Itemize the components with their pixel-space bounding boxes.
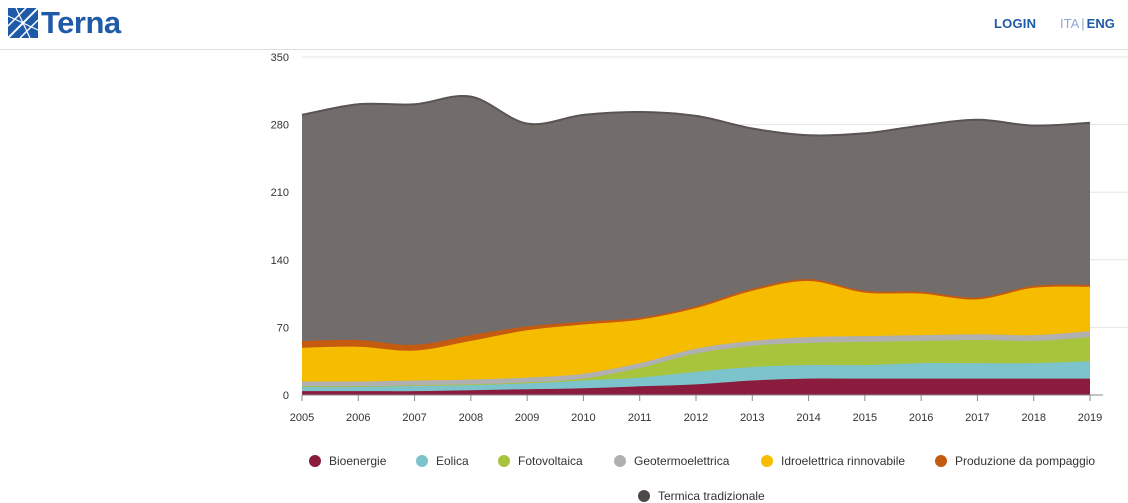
terna-logo-icon (8, 8, 38, 38)
legend-item-geotermoelettrica[interactable]: Geotermoelettrica (614, 454, 729, 468)
y-tick-label: 210 (271, 187, 289, 199)
legend-item-eolica[interactable]: Eolica (416, 454, 469, 468)
x-tick-label: 2010 (571, 412, 595, 424)
area-eolica[interactable] (302, 361, 1090, 392)
x-tick-label: 2012 (684, 412, 708, 424)
x-tick-label: 2006 (346, 412, 370, 424)
axes: 0 70 140 210 280 350 2005 2006 2007 2008 2009 2010 2… (271, 52, 1103, 424)
area-series (301, 94, 1091, 395)
y-tick-label: 280 (271, 120, 289, 132)
x-tick-label: 2019 (1078, 412, 1102, 424)
legend-marker (935, 455, 947, 467)
x-tick-label: 2008 (459, 412, 483, 424)
x-tick-label: 2018 (1021, 412, 1045, 424)
lang-ita-link[interactable]: ITA (1060, 16, 1080, 31)
area-idroelettrica-rinnovabile[interactable] (302, 280, 1090, 382)
legend-marker (309, 455, 321, 467)
legend-marker (761, 455, 773, 467)
y-tick-label: 70 (277, 322, 289, 334)
legend-marker (638, 490, 650, 502)
area-fotovoltaica[interactable] (302, 337, 1090, 387)
y-tick-label: 140 (271, 255, 289, 267)
legend-item-produzione-da-pompaggio[interactable]: Produzione da pompaggio (935, 454, 1095, 468)
legend-item-bioenergie[interactable]: Bioenergie (309, 454, 386, 468)
x-tick-label: 2013 (740, 412, 764, 424)
legend-label: Bioenergie (329, 454, 387, 468)
x-tick-label: 2017 (965, 412, 989, 424)
x-tick-label: 2014 (796, 412, 820, 424)
legend-item-fotovoltaica[interactable]: Fotovoltaica (498, 454, 583, 468)
area-termica-tradizionale[interactable] (302, 95, 1090, 345)
legend-label: Fotovoltaica (518, 454, 583, 468)
x-tick-label: 2005 (290, 412, 314, 424)
lang-separator: | (1081, 16, 1085, 31)
y-tick-label: 350 (271, 52, 289, 64)
legend-label: Geotermoelettrica (634, 454, 730, 468)
legend-marker (614, 455, 626, 467)
x-tick-label: 2009 (515, 412, 539, 424)
legend-label: Produzione da pompaggio (955, 454, 1096, 468)
legend-item-termica-tradizionale[interactable]: Termica tradizionale (638, 489, 765, 503)
x-tick-label: 2015 (853, 412, 877, 424)
lang-eng-link[interactable]: ENG (1086, 16, 1115, 31)
legend-marker (498, 455, 510, 467)
total-line (301, 94, 1091, 137)
legend-label: Termica tradizionale (658, 489, 765, 503)
area-geotermoelettrica[interactable] (302, 331, 1090, 387)
login-link[interactable]: LOGIN (994, 16, 1037, 31)
legend-label: Idroelettrica rinnovabile (781, 454, 906, 468)
legend-marker (416, 455, 428, 467)
legend-item-idroelettrica-rinnovabile[interactable]: Idroelettrica rinnovabile (761, 454, 905, 468)
legend-label: Eolica (436, 454, 469, 468)
x-tick-label: 2016 (909, 412, 933, 424)
x-tick-label: 2007 (402, 412, 426, 424)
y-tick-label: 0 (283, 390, 289, 402)
site-header: Terna LOGIN ITA | ENG (0, 0, 1128, 50)
area-produzione-da-pompaggio[interactable] (302, 279, 1090, 351)
language-switcher: ITA | ENG (1060, 16, 1115, 31)
area-bioenergie[interactable] (302, 378, 1090, 395)
x-tick-label: 2011 (628, 412, 652, 424)
terna-logo[interactable]: Terna (8, 5, 121, 40)
logo-text: Terna (41, 5, 121, 40)
